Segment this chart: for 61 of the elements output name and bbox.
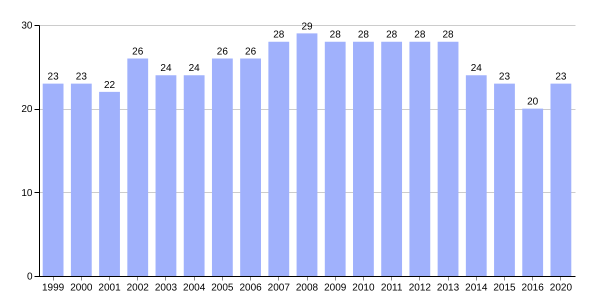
data-label: 28 [414, 30, 426, 41]
bar [240, 58, 261, 276]
x-tick-label: 2013 [436, 282, 460, 294]
bar [381, 42, 402, 276]
data-label: 22 [104, 80, 116, 91]
x-tick-label: 2004 [183, 282, 206, 294]
x-tick-label: 2010 [352, 282, 375, 294]
x-tick-label: 2000 [70, 282, 93, 294]
data-label: 29 [301, 21, 313, 32]
x-tick-label: 2020 [550, 282, 572, 294]
data-label: 23 [76, 72, 88, 83]
bar [353, 42, 374, 276]
data-label: 20 [527, 96, 539, 108]
x-tick-label: 2006 [239, 282, 262, 294]
x-tick-label: 2011 [380, 282, 403, 294]
data-label: 28 [358, 30, 370, 41]
bar [42, 84, 64, 276]
bar [494, 84, 515, 276]
bar [127, 58, 148, 276]
bar [156, 75, 176, 276]
x-tick-label: 2007 [268, 282, 290, 294]
x-tick-label: 2008 [296, 282, 319, 294]
y-tick-label: 10 [21, 188, 33, 199]
bar [296, 33, 318, 276]
bar [522, 108, 544, 276]
bar [550, 84, 572, 276]
data-label: 24 [470, 63, 482, 74]
data-label: 23 [555, 72, 567, 83]
data-label: 28 [273, 30, 285, 41]
x-tick-label: 1999 [42, 282, 65, 294]
bar [324, 42, 346, 276]
x-tick-label: 2003 [154, 282, 178, 294]
y-tick-label: 30 [21, 20, 33, 32]
x-tick-label: 2012 [408, 282, 432, 294]
data-label: 28 [386, 30, 398, 41]
bar [212, 58, 233, 276]
data-label: 24 [160, 63, 172, 74]
bar [70, 84, 92, 276]
data-label: 26 [245, 46, 257, 58]
x-tick-label: 2001 [98, 282, 122, 294]
x-tick-label: 2015 [493, 282, 516, 294]
x-tick-label: 2016 [522, 282, 544, 294]
x-tick-label: 2009 [324, 282, 347, 294]
bar [409, 42, 430, 276]
data-label: 28 [442, 30, 454, 41]
x-tick-label: 2005 [211, 282, 234, 294]
x-tick-label: 2014 [465, 282, 488, 294]
y-tick-label: 20 [21, 104, 33, 116]
bar [466, 75, 487, 276]
bar [438, 42, 458, 276]
data-label: 28 [330, 30, 342, 41]
data-label: 26 [132, 46, 144, 58]
data-label: 23 [498, 72, 510, 83]
bar [268, 42, 290, 276]
bar [99, 92, 120, 276]
data-label: 23 [48, 72, 60, 83]
x-tick-label: 2002 [126, 282, 150, 294]
y-tick-label: 0 [26, 272, 33, 282]
data-label: 24 [188, 63, 200, 74]
bar [184, 75, 205, 276]
data-label: 26 [216, 46, 228, 58]
